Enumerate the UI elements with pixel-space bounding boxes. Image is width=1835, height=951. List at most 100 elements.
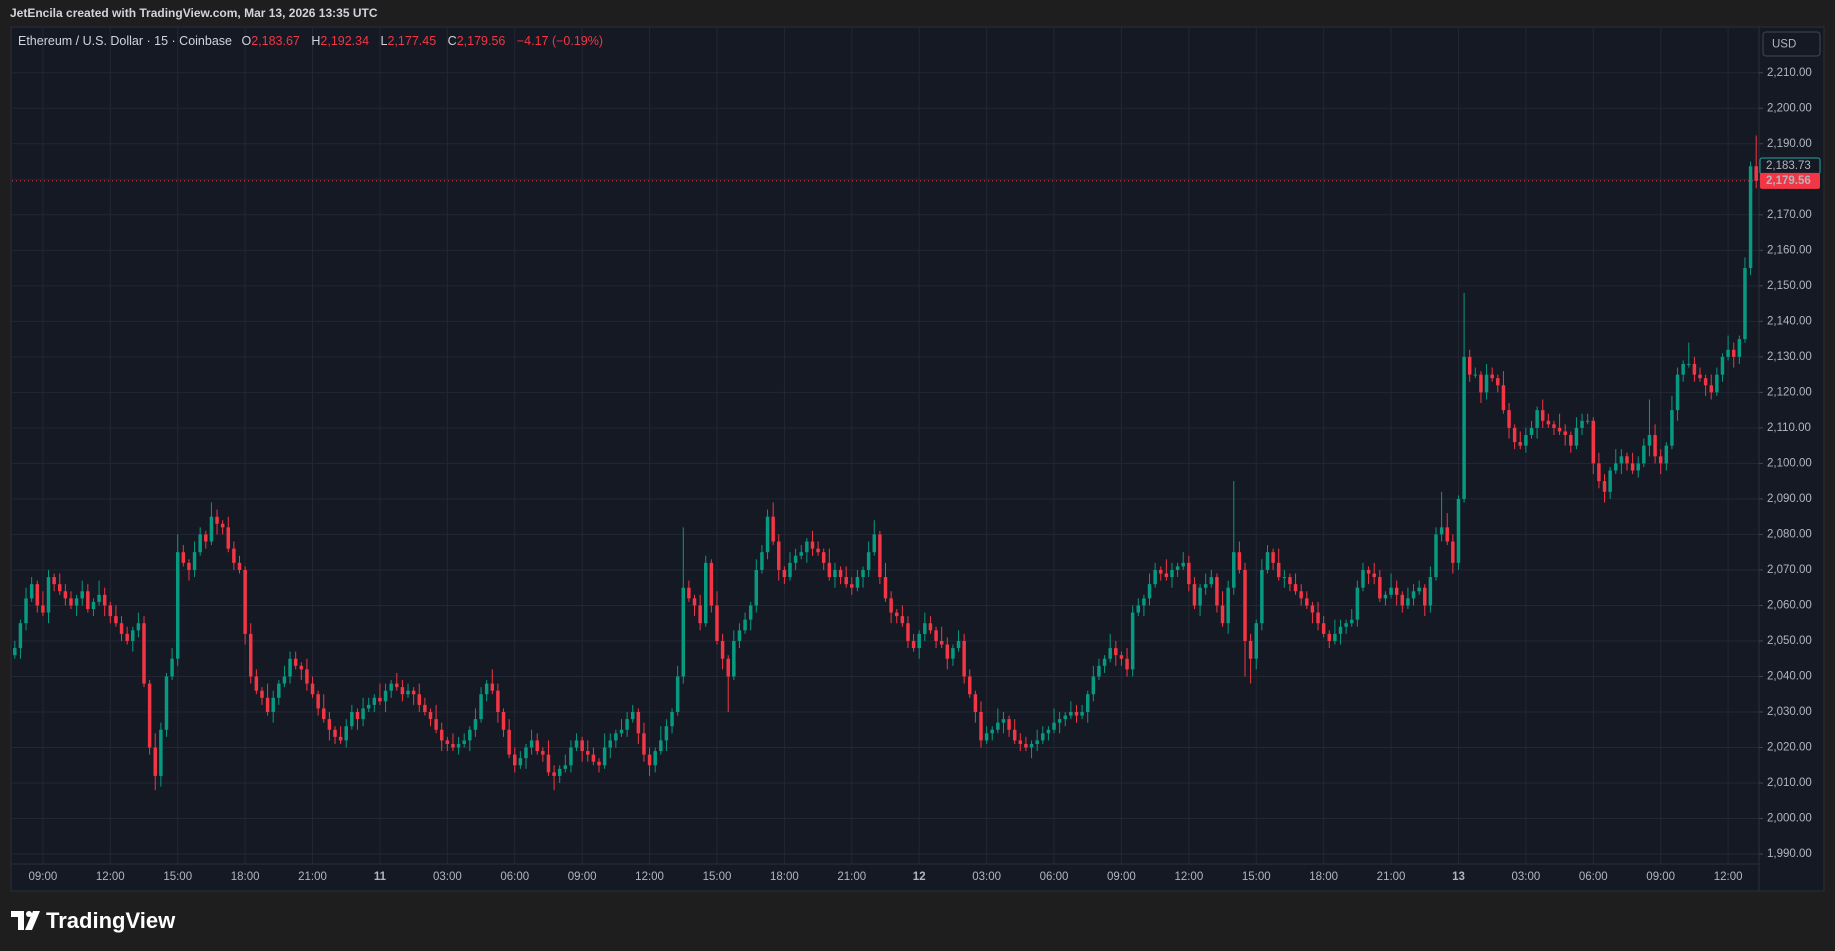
candle-body bbox=[1715, 374, 1719, 393]
field-key: H bbox=[311, 34, 320, 48]
candle-body bbox=[114, 616, 118, 624]
candle-body bbox=[709, 562, 714, 606]
candle-body bbox=[1473, 374, 1478, 376]
candle-body bbox=[1557, 427, 1562, 432]
candle-body bbox=[1175, 566, 1180, 570]
candle-body bbox=[1288, 577, 1292, 585]
change: −4.17 (−0.19%) bbox=[517, 34, 603, 48]
candle-body bbox=[934, 630, 938, 641]
candle-body bbox=[574, 740, 579, 748]
candle-body bbox=[1232, 552, 1236, 588]
candle-body bbox=[1265, 552, 1270, 570]
candle-body bbox=[187, 562, 191, 570]
candle-body bbox=[833, 569, 837, 578]
x-tick-label: 03:00 bbox=[972, 871, 1001, 883]
candle-body bbox=[299, 665, 304, 670]
candle-body bbox=[580, 740, 584, 752]
candle-body bbox=[1658, 456, 1663, 464]
candle-body bbox=[911, 640, 916, 649]
candle-body bbox=[602, 747, 607, 766]
candle-body bbox=[1372, 573, 1376, 578]
candle-body bbox=[35, 584, 40, 606]
candle-body bbox=[18, 623, 23, 649]
candle-body bbox=[1097, 665, 1101, 677]
candle-body bbox=[1203, 584, 1208, 588]
candle-body bbox=[1653, 434, 1657, 457]
candle-body bbox=[1041, 733, 1045, 741]
candle-body bbox=[821, 552, 826, 563]
candle-body bbox=[1254, 623, 1258, 659]
y-tick-label: 2,190.00 bbox=[1767, 138, 1812, 150]
candle-body bbox=[692, 598, 697, 606]
candle-body bbox=[293, 658, 298, 666]
candle-body bbox=[29, 584, 34, 599]
brand: TradingView bbox=[46, 908, 176, 933]
logo-mark bbox=[26, 911, 32, 917]
candle-body bbox=[861, 569, 865, 578]
candle-body bbox=[237, 562, 242, 570]
candle-body bbox=[1574, 427, 1579, 446]
candle-body bbox=[125, 633, 129, 641]
candle-body bbox=[192, 552, 197, 570]
x-tick-label: 12:00 bbox=[635, 871, 664, 883]
y-tick-label: 2,090.00 bbox=[1767, 493, 1812, 505]
x-tick-label: 09:00 bbox=[29, 871, 58, 883]
candle-body bbox=[1692, 363, 1697, 375]
candle-body bbox=[945, 644, 950, 659]
candle-body bbox=[80, 591, 84, 599]
candle-body bbox=[675, 676, 680, 712]
candle-body bbox=[1490, 374, 1494, 379]
candle-body bbox=[1198, 587, 1202, 606]
candle-body bbox=[1074, 712, 1079, 716]
candle-body bbox=[1344, 623, 1348, 627]
candle-body bbox=[1361, 569, 1365, 588]
candle-body bbox=[147, 683, 152, 748]
axes: 1,990.00 2,000.00 2,010.00 2,020.00 2,030.00… bbox=[29, 67, 1821, 883]
candle-body bbox=[1451, 541, 1455, 563]
candle-body bbox=[265, 697, 270, 712]
y-tick-label: 2,140.00 bbox=[1767, 315, 1812, 327]
candle-body bbox=[996, 722, 1000, 730]
candle-body bbox=[423, 704, 427, 712]
candle-body bbox=[400, 687, 405, 695]
x-tick-label: 09:00 bbox=[1646, 871, 1675, 883]
candle-body bbox=[1507, 410, 1511, 428]
candle-body bbox=[372, 697, 377, 705]
candle-body bbox=[456, 743, 461, 748]
candle-body bbox=[1327, 633, 1332, 641]
candle-body bbox=[395, 683, 399, 688]
currency-box[interactable] bbox=[1762, 31, 1821, 57]
candle-body bbox=[810, 541, 815, 549]
candle-body bbox=[805, 541, 809, 553]
candle-body bbox=[524, 747, 528, 759]
candle-body bbox=[1321, 623, 1326, 634]
candle-body bbox=[1496, 378, 1500, 386]
candle-body bbox=[541, 751, 545, 755]
candle-body bbox=[445, 740, 450, 744]
candle-body bbox=[198, 534, 202, 553]
x-tick-label: 18:00 bbox=[770, 871, 799, 883]
candle-body bbox=[1389, 587, 1393, 595]
candle-body bbox=[726, 658, 730, 677]
candle-body bbox=[1614, 463, 1618, 471]
candle-body bbox=[1153, 569, 1157, 585]
candle-body bbox=[344, 726, 348, 741]
field-value: 2,183.67 bbox=[251, 34, 300, 48]
candle-body bbox=[894, 612, 899, 617]
legend-header: Ethereum / U.S. Dollar · 15 · Coinbase O… bbox=[18, 34, 603, 48]
brand-logo[interactable]: TradingView bbox=[11, 908, 176, 933]
candle-body bbox=[142, 623, 146, 684]
candle-body bbox=[1316, 612, 1320, 624]
candle-body bbox=[816, 548, 820, 553]
x-tick-label: 09:00 bbox=[568, 871, 597, 883]
candle-body bbox=[1333, 633, 1337, 641]
candle-body bbox=[327, 719, 332, 730]
candle-body bbox=[383, 690, 388, 702]
y-tick-label: 2,040.00 bbox=[1767, 671, 1812, 683]
y-tick-label: 2,030.00 bbox=[1767, 706, 1812, 718]
candle-body bbox=[630, 712, 635, 720]
candle-body bbox=[1529, 427, 1534, 435]
x-tick-label: 21:00 bbox=[298, 871, 327, 883]
candle-body bbox=[243, 569, 247, 634]
